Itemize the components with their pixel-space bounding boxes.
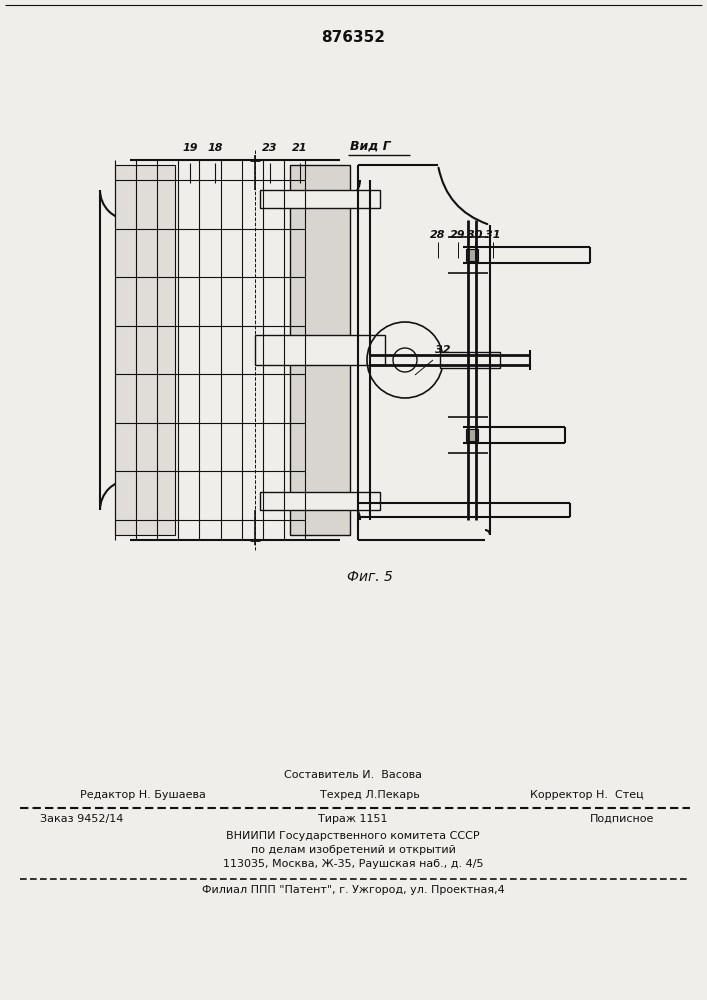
Text: 23: 23 xyxy=(262,143,278,153)
Text: Редактор Н. Бушаева: Редактор Н. Бушаева xyxy=(80,790,206,800)
Text: 30: 30 xyxy=(467,230,483,240)
Text: ВНИИПИ Государственного комитета СССР: ВНИИПИ Государственного комитета СССР xyxy=(226,831,480,841)
Text: 113035, Москва, Ж-35, Раушская наб., д. 4/5: 113035, Москва, Ж-35, Раушская наб., д. … xyxy=(223,859,484,869)
Text: Филиал ППП "Патент", г. Ужгород, ул. Проектная,4: Филиал ППП "Патент", г. Ужгород, ул. Про… xyxy=(201,885,504,895)
Text: 28: 28 xyxy=(431,230,445,240)
Bar xyxy=(466,249,478,261)
Text: по делам изобретений и открытий: по делам изобретений и открытий xyxy=(250,845,455,855)
Text: Вид Г: Вид Г xyxy=(350,140,391,153)
Bar xyxy=(260,190,380,208)
Text: Корректор Н.  Стец: Корректор Н. Стец xyxy=(530,790,643,800)
Bar xyxy=(440,352,500,368)
FancyArrowPatch shape xyxy=(438,168,487,224)
Text: 31: 31 xyxy=(485,230,501,240)
Text: 876352: 876352 xyxy=(321,30,385,45)
Text: 32: 32 xyxy=(435,345,450,355)
Text: Составитель И.  Васова: Составитель И. Васова xyxy=(284,770,422,780)
Text: Заказ 9452/14: Заказ 9452/14 xyxy=(40,814,124,824)
Text: Подписное: Подписное xyxy=(590,814,655,824)
Text: Фиг. 5: Фиг. 5 xyxy=(347,570,393,584)
Bar xyxy=(115,165,175,535)
Bar xyxy=(466,429,478,441)
Text: 29: 29 xyxy=(450,230,466,240)
Bar xyxy=(255,335,385,365)
Bar xyxy=(290,165,350,535)
Text: Техред Л.Пекарь: Техред Л.Пекарь xyxy=(320,790,420,800)
Text: 19: 19 xyxy=(182,143,198,153)
Text: 21: 21 xyxy=(292,143,308,153)
Text: 18: 18 xyxy=(207,143,223,153)
Text: Тираж 1151: Тираж 1151 xyxy=(318,814,387,824)
Bar xyxy=(260,492,380,510)
